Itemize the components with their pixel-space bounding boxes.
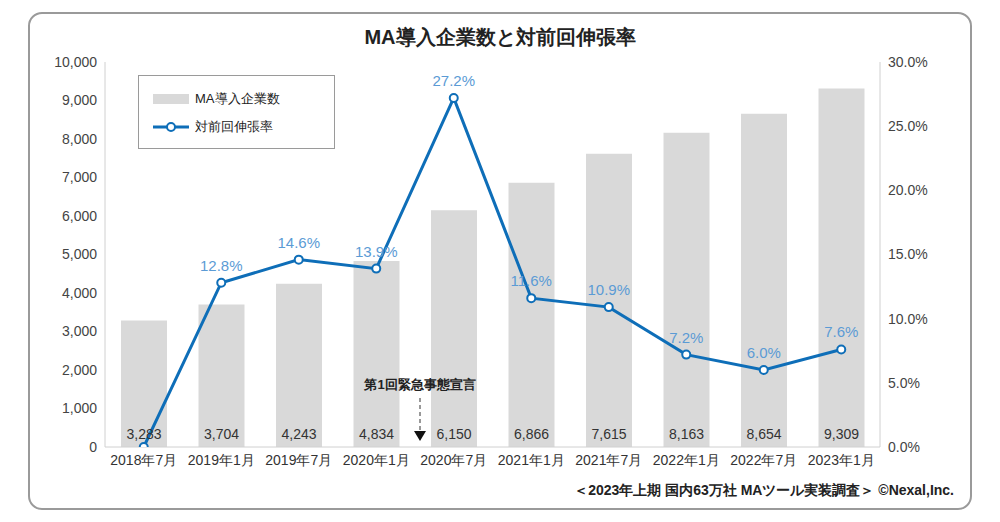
svg-text:3,000: 3,000 xyxy=(62,323,97,339)
svg-text:8,163: 8,163 xyxy=(669,426,704,442)
svg-text:0: 0 xyxy=(89,439,97,455)
svg-text:2019年7月: 2019年7月 xyxy=(265,452,332,468)
svg-text:10.9%: 10.9% xyxy=(587,281,630,298)
svg-text:4,243: 4,243 xyxy=(281,426,316,442)
svg-text:8,654: 8,654 xyxy=(746,426,781,442)
svg-text:12.8%: 12.8% xyxy=(200,257,243,274)
svg-text:2019年1月: 2019年1月 xyxy=(188,452,255,468)
svg-text:2022年1月: 2022年1月 xyxy=(653,452,720,468)
svg-text:11.6%: 11.6% xyxy=(511,272,552,289)
svg-text:14.6%: 14.6% xyxy=(277,234,320,251)
svg-text:7.2%: 7.2% xyxy=(669,329,703,346)
svg-text:2021年1月: 2021年1月 xyxy=(498,452,565,468)
html-text:対前回伸張率: 対前回伸張率 xyxy=(195,119,273,134)
svg-text:30.0%: 30.0% xyxy=(888,54,928,70)
svg-text:9,000: 9,000 xyxy=(62,92,97,108)
html-text:＜2023年上期 国内63万社 MAツール実装調査＞ ©Ne: ＜2023年上期 国内63万社 MAツール実装調査＞ ©Nexal,Inc. xyxy=(574,482,954,498)
svg-text:25.0%: 25.0% xyxy=(888,118,928,134)
svg-text:20.0%: 20.0% xyxy=(888,182,928,198)
svg-text:2022年7月: 2022年7月 xyxy=(730,452,797,468)
svg-text:2018年7月: 2018年7月 xyxy=(110,452,177,468)
svg-text:3,704: 3,704 xyxy=(204,426,239,442)
svg-text:3,283: 3,283 xyxy=(126,426,161,442)
svg-text:2020年7月: 2020年7月 xyxy=(420,452,487,468)
svg-text:13.9%: 13.9% xyxy=(355,243,398,260)
svg-text:4,834: 4,834 xyxy=(359,426,394,442)
svg-text:7,000: 7,000 xyxy=(62,169,97,185)
html-text:MA導入企業数: MA導入企業数 xyxy=(195,91,280,106)
svg-text:27.2%: 27.2% xyxy=(432,72,475,89)
svg-text:6,150: 6,150 xyxy=(436,426,471,442)
html-text:第1回緊急事態宣言: 第1回緊急事態宣言 xyxy=(364,377,476,392)
svg-text:6.0%: 6.0% xyxy=(747,344,781,361)
html-text:MA導入企業数と対前回伸張率: MA導入企業数と対前回伸張率 xyxy=(364,26,636,48)
svg-text:10.0%: 10.0% xyxy=(888,311,928,327)
svg-text:7.6%: 7.6% xyxy=(824,323,858,340)
svg-text:2021年7月: 2021年7月 xyxy=(575,452,642,468)
svg-text:5.0%: 5.0% xyxy=(888,375,920,391)
svg-text:2020年1月: 2020年1月 xyxy=(343,452,410,468)
svg-text:0.0%: 0.0% xyxy=(888,439,920,455)
svg-text:7,615: 7,615 xyxy=(591,426,626,442)
svg-text:6,866: 6,866 xyxy=(514,426,549,442)
svg-text:15.0%: 15.0% xyxy=(888,246,928,262)
svg-text:9,309: 9,309 xyxy=(824,426,859,442)
svg-text:2023年1月: 2023年1月 xyxy=(808,452,875,468)
svg-text:1,000: 1,000 xyxy=(62,400,97,416)
svg-text:6,000: 6,000 xyxy=(62,208,97,224)
svg-text:2,000: 2,000 xyxy=(62,362,97,378)
svg-text:8,000: 8,000 xyxy=(62,131,97,147)
svg-text:5,000: 5,000 xyxy=(62,246,97,262)
svg-text:4,000: 4,000 xyxy=(62,285,97,301)
svg-text:10,000: 10,000 xyxy=(54,54,97,70)
